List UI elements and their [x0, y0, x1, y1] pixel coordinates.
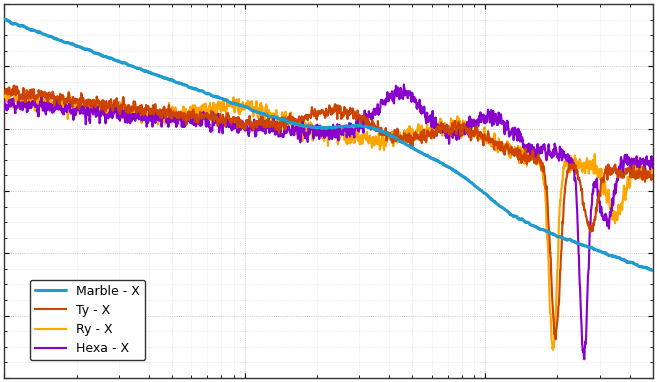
- Marble - X: [1, 17, 9, 22]
- Ty - X: [649, 174, 657, 178]
- Hexa - X: [400, 82, 408, 87]
- Ry - X: [74, 99, 82, 104]
- Marble - X: [249, 108, 257, 113]
- Marble - X: [277, 117, 285, 121]
- Line: Marble - X: Marble - X: [4, 19, 653, 270]
- Ty - X: [567, 166, 575, 170]
- Marble - X: [74, 44, 82, 49]
- Ty - X: [249, 123, 257, 127]
- Line: Ry - X: Ry - X: [4, 88, 653, 350]
- Hexa - X: [0, 97, 8, 102]
- Ry - X: [113, 109, 121, 114]
- Ry - X: [19, 86, 27, 91]
- Marble - X: [0, 17, 8, 22]
- Ty - X: [552, 337, 560, 342]
- Ry - X: [567, 158, 575, 163]
- Hexa - X: [249, 125, 257, 129]
- Hexa - X: [566, 160, 574, 164]
- Ry - X: [277, 122, 285, 126]
- Ty - X: [277, 126, 285, 131]
- Hexa - X: [637, 157, 645, 161]
- Ry - X: [637, 168, 645, 173]
- Hexa - X: [277, 134, 285, 138]
- Marble - X: [649, 268, 657, 273]
- Ry - X: [0, 92, 8, 97]
- Marble - X: [637, 264, 645, 269]
- Ry - X: [649, 176, 657, 181]
- Ty - X: [637, 171, 645, 176]
- Hexa - X: [649, 165, 657, 170]
- Ty - X: [11, 83, 18, 88]
- Line: Hexa - X: Hexa - X: [4, 84, 653, 359]
- Ry - X: [549, 348, 557, 352]
- Hexa - X: [113, 114, 121, 118]
- Marble - X: [566, 237, 574, 242]
- Ty - X: [0, 89, 8, 94]
- Hexa - X: [74, 104, 82, 108]
- Ty - X: [113, 97, 121, 102]
- Hexa - X: [580, 357, 588, 362]
- Legend: Marble - X, Ty - X, Ry - X, Hexa - X: Marble - X, Ty - X, Ry - X, Hexa - X: [30, 280, 145, 360]
- Ty - X: [74, 101, 82, 105]
- Line: Ty - X: Ty - X: [4, 86, 653, 339]
- Marble - X: [113, 58, 121, 63]
- Ry - X: [249, 111, 257, 115]
